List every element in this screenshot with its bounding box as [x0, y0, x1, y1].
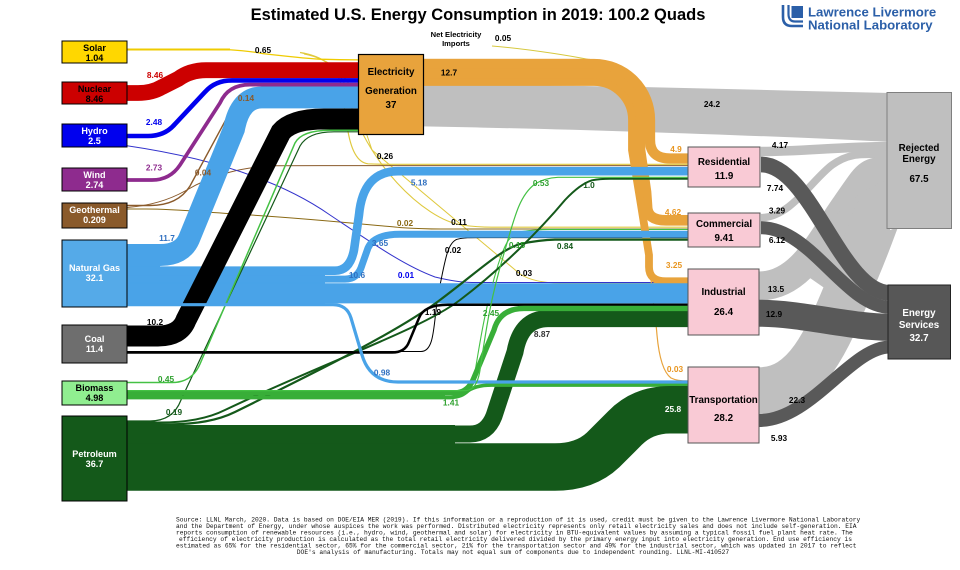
- svg-text:Source: LLNL March, 2020. Data: Source: LLNL March, 2020. Data is based …: [176, 517, 861, 524]
- svg-text:DOE's analysis of manufacturin: DOE's analysis of manufacturing. Totals …: [297, 549, 730, 556]
- svg-text:11.4: 11.4: [86, 344, 104, 354]
- svg-text:4.62: 4.62: [665, 207, 682, 217]
- svg-text:67.5: 67.5: [909, 174, 929, 185]
- svg-text:estimated as 65% for the resid: estimated as 65% for the residential sec…: [176, 543, 857, 550]
- svg-text:Lawrence Livermore: Lawrence Livermore: [808, 5, 936, 20]
- svg-text:7.74: 7.74: [767, 183, 784, 193]
- svg-text:0.01: 0.01: [398, 270, 415, 280]
- svg-text:Energy: Energy: [902, 308, 936, 319]
- svg-text:2.74: 2.74: [86, 180, 105, 190]
- svg-text:Wind: Wind: [83, 170, 105, 180]
- svg-text:0.209: 0.209: [83, 215, 106, 225]
- svg-text:6.12: 6.12: [769, 235, 786, 245]
- svg-text:12.9: 12.9: [766, 309, 783, 319]
- svg-text:Industrial: Industrial: [701, 287, 745, 298]
- svg-text:0.14: 0.14: [238, 93, 255, 103]
- svg-text:12.7: 12.7: [441, 68, 458, 78]
- svg-text:3.65: 3.65: [372, 238, 389, 248]
- svg-text:Nuclear: Nuclear: [78, 84, 112, 94]
- svg-text:1.04: 1.04: [86, 53, 105, 63]
- svg-text:0.19: 0.19: [166, 407, 183, 417]
- svg-text:25.8: 25.8: [665, 404, 682, 414]
- svg-text:Rejected: Rejected: [899, 143, 940, 154]
- svg-text:Transportation: Transportation: [689, 395, 758, 406]
- svg-text:National Laboratory: National Laboratory: [808, 18, 933, 33]
- svg-text:Estimated U.S. Energy Consumpt: Estimated U.S. Energy Consumption in 201…: [251, 6, 706, 24]
- svg-text:0.11: 0.11: [451, 217, 467, 227]
- svg-text:4.17: 4.17: [772, 140, 789, 150]
- svg-text:Petroleum: Petroleum: [72, 449, 116, 459]
- svg-text:Biomass: Biomass: [76, 383, 114, 393]
- svg-text:13.5: 13.5: [768, 284, 785, 294]
- svg-text:2.73: 2.73: [146, 163, 163, 173]
- svg-text:32.1: 32.1: [86, 273, 104, 283]
- svg-text:24.2: 24.2: [704, 99, 721, 109]
- svg-text:37: 37: [386, 100, 397, 111]
- svg-text:0.26: 0.26: [377, 151, 394, 161]
- svg-text:8.46: 8.46: [86, 94, 104, 104]
- svg-text:Services: Services: [899, 320, 940, 331]
- svg-text:Electricity: Electricity: [368, 67, 415, 78]
- svg-text:4.98: 4.98: [86, 393, 104, 403]
- svg-text:32.7: 32.7: [909, 333, 929, 344]
- svg-text:Net Electricity: Net Electricity: [431, 30, 482, 39]
- svg-text:4.9: 4.9: [670, 144, 682, 154]
- svg-text:Hydro: Hydro: [81, 126, 108, 136]
- svg-text:Geothermal: Geothermal: [69, 205, 120, 215]
- svg-text:efficiency of electricity prod: efficiency of electricity production is …: [179, 536, 852, 543]
- svg-text:0.02: 0.02: [445, 245, 462, 255]
- svg-text:36.7: 36.7: [86, 459, 104, 469]
- svg-text:reports consumption of renewab: reports consumption of renewable resourc…: [176, 530, 853, 537]
- svg-text:2.5: 2.5: [88, 136, 101, 146]
- svg-text:26.4: 26.4: [714, 307, 734, 318]
- svg-text:8.46: 8.46: [147, 70, 164, 80]
- svg-text:0.98: 0.98: [374, 368, 391, 378]
- svg-text:Energy: Energy: [902, 154, 936, 165]
- svg-text:1.0: 1.0: [583, 180, 595, 190]
- svg-text:5.93: 5.93: [771, 433, 788, 443]
- svg-text:10.2: 10.2: [147, 317, 164, 327]
- svg-text:Solar: Solar: [83, 43, 106, 53]
- svg-text:11.7: 11.7: [159, 233, 175, 243]
- svg-text:8.87: 8.87: [534, 329, 551, 339]
- svg-text:Imports: Imports: [442, 39, 470, 48]
- svg-text:0.04: 0.04: [195, 168, 212, 178]
- svg-text:0.65: 0.65: [255, 45, 272, 55]
- svg-text:Residential: Residential: [698, 157, 751, 168]
- svg-text:0.03: 0.03: [667, 364, 684, 374]
- svg-text:22.3: 22.3: [789, 395, 806, 405]
- svg-text:Commercial: Commercial: [696, 219, 752, 230]
- svg-text:0.45: 0.45: [158, 374, 175, 384]
- svg-text:0.53: 0.53: [533, 178, 550, 188]
- svg-text:11.9: 11.9: [715, 171, 734, 182]
- svg-text:0.05: 0.05: [495, 33, 512, 43]
- svg-text:0.02: 0.02: [397, 218, 414, 228]
- svg-text:2.48: 2.48: [146, 117, 163, 127]
- svg-text:0.03: 0.03: [516, 268, 533, 278]
- svg-text:5.18: 5.18: [411, 178, 428, 188]
- svg-text:2.45: 2.45: [483, 308, 500, 318]
- svg-text:10.6: 10.6: [349, 270, 366, 280]
- svg-text:28.2: 28.2: [714, 413, 734, 424]
- svg-text:3.29: 3.29: [769, 206, 786, 216]
- svg-text:and the Department of Energy,: and the Department of Energy, under whos…: [176, 523, 857, 530]
- svg-text:1.41: 1.41: [443, 398, 460, 408]
- svg-text:3.25: 3.25: [666, 260, 683, 270]
- svg-text:0.15: 0.15: [509, 240, 526, 250]
- svg-text:9.41: 9.41: [714, 233, 734, 244]
- svg-text:0.84: 0.84: [557, 241, 574, 251]
- svg-text:1.19: 1.19: [425, 307, 442, 317]
- svg-text:Generation: Generation: [365, 86, 417, 97]
- svg-text:Natural Gas: Natural Gas: [69, 263, 120, 273]
- svg-text:Coal: Coal: [85, 334, 105, 344]
